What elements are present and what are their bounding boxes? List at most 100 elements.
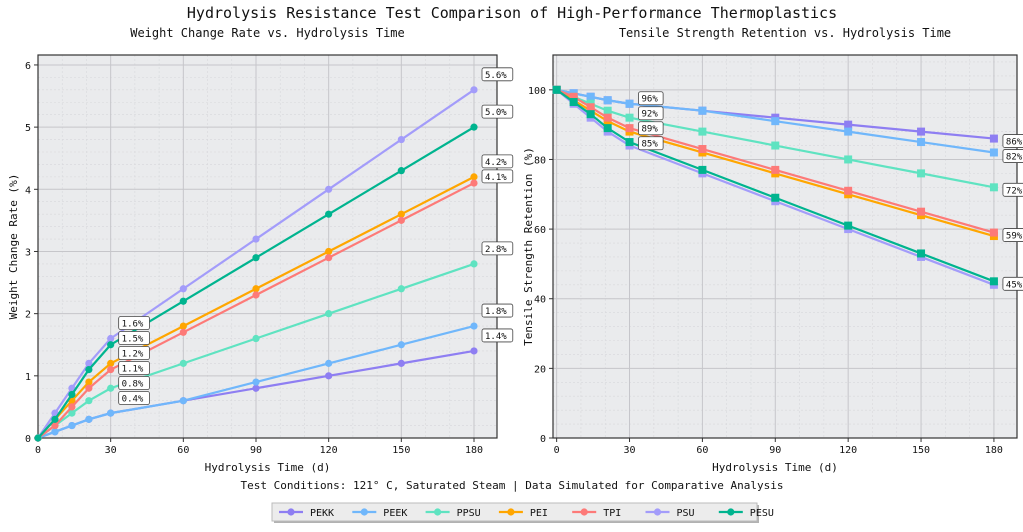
data-label-box (638, 91, 664, 106)
series-line-pei (556, 88, 995, 238)
data-label: 1.8% (485, 307, 507, 317)
data-point-tpi (603, 113, 612, 122)
data-point-pesu (107, 341, 115, 349)
data-label-box (118, 361, 150, 375)
y-tick-label: 3 (25, 247, 31, 258)
legend-label-peek: PEEK (383, 508, 407, 519)
tensile-retention-chart: 0 30 60 90 120 150 180 0 20 40 60 80 100 Tensile Stre… (522, 26, 1023, 474)
data-point-pesu (989, 277, 998, 286)
x-tick-label: 60 (696, 445, 708, 456)
data-point-ppsu (68, 409, 76, 417)
y-tick-label: 1 (25, 372, 31, 383)
x-tick-label: 0 (35, 445, 41, 456)
data-label-box (1002, 149, 1023, 163)
data-point-pesu (252, 254, 260, 262)
data-point-tpi (68, 403, 76, 411)
data-point-pei (397, 210, 405, 218)
data-point-ppsu (844, 155, 853, 164)
data-label: 96% (642, 95, 659, 105)
data-label-box (118, 391, 150, 405)
data-point-peek (844, 127, 853, 136)
data-point-pekk (989, 134, 998, 143)
subplot-title: Weight Change Rate vs. Hydrolysis Time (130, 26, 405, 40)
data-label-box (118, 346, 150, 360)
data-point-pekk (470, 347, 478, 355)
y-tick-label: 2 (25, 310, 31, 321)
x-tick-label: 30 (624, 445, 636, 456)
data-label-box (1002, 276, 1023, 291)
data-point-tpi (325, 254, 333, 262)
subplot-title: Tensile Strength Retention vs. Hydrolysi… (619, 26, 951, 40)
data-point-pesu (552, 85, 561, 94)
legend-marker-pesu (727, 508, 735, 516)
y-tick-label: 6 (25, 61, 31, 72)
data-point-pesu (844, 221, 853, 230)
data-point-pesu (34, 434, 42, 442)
x-tick-label: 150 (912, 445, 930, 456)
series-line-psu (555, 88, 995, 286)
data-point-pesu (625, 138, 634, 147)
data-point-tpi (252, 291, 260, 299)
data-label: 1.6% (122, 320, 144, 330)
legend-label-pekk: PEKK (310, 508, 334, 519)
data-point-psu (179, 285, 187, 293)
data-point-psu (85, 359, 93, 367)
data-point-peek (586, 92, 595, 101)
data-point-tpi (844, 186, 853, 195)
data-label-box (481, 104, 514, 119)
data-point-pesu (397, 167, 405, 175)
data-point-pei (470, 173, 478, 181)
data-label: 5.6% (485, 71, 507, 81)
series-line-ppsu (556, 88, 995, 189)
data-label: 1.5% (122, 335, 144, 345)
data-label: 85% (642, 140, 659, 150)
data-point-psu (252, 235, 260, 243)
data-label-box (638, 106, 664, 121)
data-point-tpi (397, 216, 405, 224)
y-tick-label: 80 (534, 155, 546, 166)
data-point-peek (85, 415, 93, 423)
legend-marker-ppsu (434, 508, 442, 516)
series-line-psu (37, 88, 475, 439)
data-point-ppsu (179, 359, 187, 367)
data-point-tpi (698, 145, 707, 154)
data-label-box (638, 136, 664, 151)
data-label: 1.1% (122, 365, 144, 375)
plot-area (553, 55, 1017, 438)
data-point-pei (85, 378, 93, 386)
data-point-pesu (569, 98, 578, 107)
data-point-ppsu (397, 285, 405, 293)
data-point-peek (989, 148, 998, 157)
data-point-tpi (989, 228, 998, 237)
y-axis-label: Weight Change Rate (%) (7, 174, 20, 320)
data-point-peek (179, 397, 187, 405)
data-point-pei (107, 359, 115, 367)
series-line-peek (37, 325, 475, 440)
data-label: 82% (1006, 153, 1023, 163)
data-point-peek (107, 409, 115, 417)
y-tick-label: 60 (534, 225, 546, 236)
data-point-peek (68, 421, 76, 430)
data-point-peek (470, 322, 478, 330)
data-point-tpi (771, 165, 780, 174)
data-label: 59% (1006, 232, 1023, 242)
data-point-tpi (85, 384, 93, 392)
data-point-peek (325, 359, 333, 367)
data-point-peek (698, 106, 707, 115)
x-tick-label: 120 (320, 445, 338, 456)
data-point-pesu (51, 415, 59, 423)
y-tick-label: 0 (25, 434, 31, 445)
data-label-box (118, 316, 150, 330)
data-point-ppsu (989, 183, 998, 192)
legend-label-pesu: PESU (750, 508, 774, 519)
data-label-box (118, 331, 150, 345)
x-axis-label: Hydrolysis Time (d) (712, 461, 838, 474)
y-tick-label: 0 (540, 434, 546, 445)
data-point-peek (771, 117, 780, 126)
data-point-pei (252, 285, 260, 293)
x-tick-label: 180 (465, 445, 483, 456)
figure-title: Hydrolysis Resistance Test Comparison of… (187, 4, 837, 22)
data-point-peek (625, 99, 634, 108)
y-axis-label: Tensile Strength Retention (%) (522, 147, 535, 346)
